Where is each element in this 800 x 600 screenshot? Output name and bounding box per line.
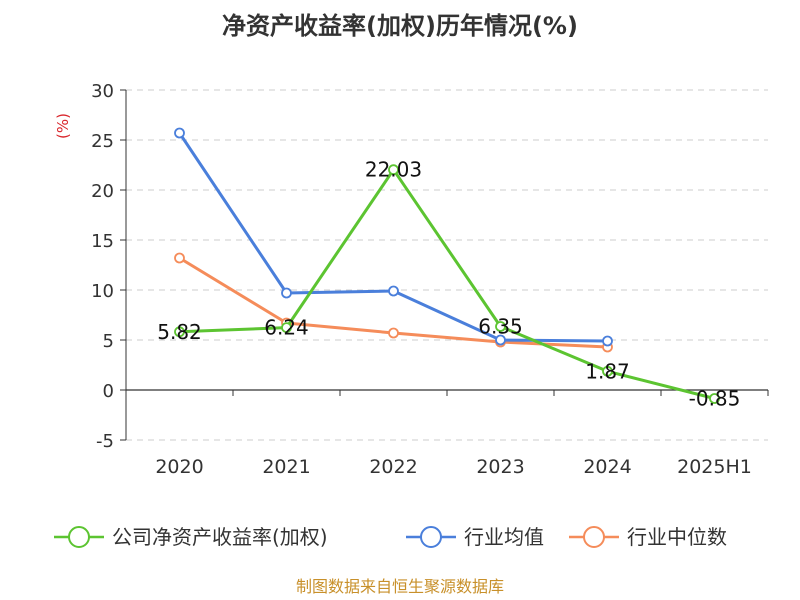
- series-line: [179, 168, 715, 400]
- data-point[interactable]: [388, 327, 399, 339]
- data-label: 6.35: [478, 315, 523, 339]
- legend[interactable]: 公司净资产收益率(加权) 行业均值 行业中位数: [54, 525, 727, 549]
- x-tick-label: 2023: [476, 456, 524, 478]
- y-tick-label: -5: [96, 431, 114, 452]
- legend-item[interactable]: 公司净资产收益率(加权): [54, 525, 328, 549]
- footer-source: 制图数据来自恒生聚源数据库: [296, 577, 504, 596]
- data-point[interactable]: [174, 127, 185, 139]
- y-tick-label: 0: [103, 381, 114, 402]
- legend-marker: [583, 526, 605, 548]
- x-tick-label: 2025H1: [677, 456, 752, 478]
- grid: [126, 89, 768, 441]
- data-point[interactable]: [174, 252, 185, 264]
- axes: 30 25 20 15 10 5 0 -5 2020 2021 2022 2023 2024 2025H1: [91, 81, 769, 478]
- chart-title: 净资产收益率(加权)历年情况(%): [222, 12, 578, 40]
- data-label: 6.24: [264, 316, 309, 340]
- data-point[interactable]: [281, 287, 292, 299]
- data-point[interactable]: [281, 322, 292, 334]
- data-point[interactable]: [174, 326, 185, 338]
- data-point[interactable]: [709, 393, 720, 404]
- y-tick-label: 20: [91, 181, 114, 202]
- legend-marker: [420, 526, 442, 548]
- legend-marker: [68, 526, 90, 548]
- data-label: 22.03: [365, 158, 422, 182]
- x-tick-label: 2022: [369, 456, 417, 478]
- y-tick-label: 15: [91, 231, 114, 252]
- y-tick-label: 25: [91, 131, 114, 152]
- data-label: -0.85: [689, 387, 741, 411]
- data-labels: 5.82 6.24 22.03 6.35 1.87 -0.85: [157, 158, 740, 411]
- x-tick-label: 2021: [262, 456, 310, 478]
- data-point[interactable]: [388, 164, 399, 176]
- legend-label: 行业均值: [464, 525, 544, 549]
- y-tick-label: 10: [91, 281, 114, 302]
- series: [174, 127, 720, 404]
- legend-label: 行业中位数: [627, 525, 727, 549]
- y-tick-label: 30: [91, 81, 114, 102]
- data-label: 1.87: [585, 359, 630, 383]
- data-point[interactable]: [495, 321, 506, 332]
- data-point[interactable]: [602, 335, 613, 347]
- data-label: 5.82: [157, 320, 202, 344]
- legend-item[interactable]: 行业均值: [406, 525, 544, 549]
- y-axis-unit: (%): [54, 113, 72, 139]
- data-point[interactable]: [388, 285, 399, 297]
- data-point[interactable]: [495, 334, 506, 346]
- data-point[interactable]: [602, 365, 613, 377]
- x-tick-label: 2020: [155, 456, 203, 478]
- legend-item[interactable]: 行业中位数: [569, 525, 727, 549]
- y-tick-label: 5: [103, 331, 114, 352]
- legend-label: 公司净资产收益率(加权): [112, 525, 328, 549]
- x-tick-label: 2024: [583, 456, 631, 478]
